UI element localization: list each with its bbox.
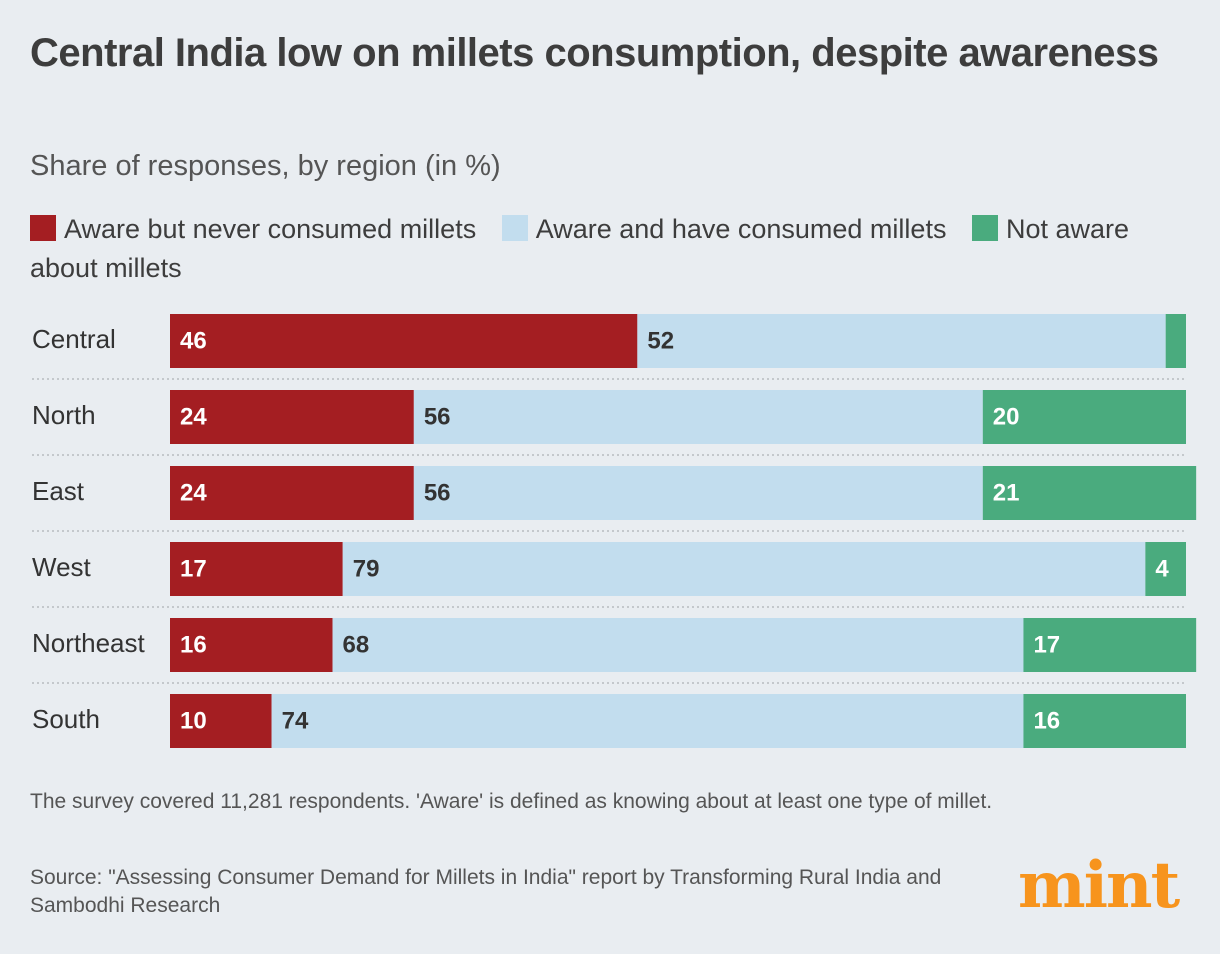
bar-segment — [170, 542, 343, 596]
value-label: 46 — [180, 327, 207, 354]
value-label: 79 — [353, 555, 380, 582]
legend-item: Aware but never consumed millets — [30, 214, 476, 244]
bar-segment — [170, 694, 272, 748]
bar-segment — [1023, 694, 1186, 748]
bar-segment — [637, 314, 1166, 368]
value-label: 16 — [180, 631, 207, 658]
bar-segment — [332, 618, 1024, 672]
category-label: North — [32, 400, 96, 430]
bar-segment — [1023, 618, 1197, 672]
value-label: 74 — [282, 707, 309, 734]
value-label: 68 — [343, 631, 370, 658]
legend-swatch — [971, 215, 998, 241]
value-label: 24 — [180, 479, 207, 506]
bar-segment — [170, 618, 333, 672]
chart-source: Source: "Assessing Consumer Demand for M… — [30, 866, 942, 917]
bar-segment — [170, 466, 414, 520]
value-label: 17 — [180, 555, 207, 582]
value-label: 24 — [180, 403, 207, 430]
value-label: 17 — [1033, 631, 1060, 658]
category-label: Central — [32, 324, 116, 354]
legend-label: Aware and have consumed millets — [535, 214, 947, 244]
legend-swatch — [30, 215, 56, 241]
chart-subtitle: Share of responses, by region (in %) — [30, 150, 501, 182]
logo: mint — [1018, 848, 1180, 923]
bar-segment — [982, 466, 1197, 520]
chart-title: Central India low on millets consumption… — [30, 31, 1159, 75]
chart-note: The survey covered 11,281 respondents. '… — [30, 790, 993, 813]
bar-segment — [271, 694, 1024, 748]
bar-segment — [413, 466, 983, 520]
legend-item: Aware and have consumed millets — [501, 214, 947, 244]
category-label: West — [32, 552, 92, 582]
bar-segment — [413, 390, 983, 444]
legend-label: Aware but never consumed millets — [64, 214, 477, 244]
legend-item: Not aware about millets — [30, 214, 1129, 283]
legend-swatch — [501, 215, 528, 241]
value-label: 52 — [647, 327, 674, 354]
value-label: 21 — [993, 479, 1020, 506]
value-label: 20 — [993, 403, 1020, 430]
bar-segment — [1145, 542, 1186, 596]
bar-segment — [170, 390, 414, 444]
value-label: 4 — [1155, 555, 1169, 582]
value-label: 16 — [1033, 707, 1060, 734]
legend: Aware but never consumed millets Aware a… — [30, 210, 1195, 288]
category-label: East — [32, 476, 85, 506]
bar-segment — [1165, 314, 1186, 368]
category-label: South — [32, 704, 100, 734]
bar-segment — [982, 390, 1186, 444]
bar-segment — [170, 314, 638, 368]
value-label: 10 — [180, 707, 207, 734]
value-label: 56 — [424, 479, 451, 506]
value-label: 56 — [424, 403, 451, 430]
bar-segment — [342, 542, 1146, 596]
category-label: Northeast — [32, 628, 145, 658]
legend-label: Not aware about millets — [30, 214, 1130, 283]
